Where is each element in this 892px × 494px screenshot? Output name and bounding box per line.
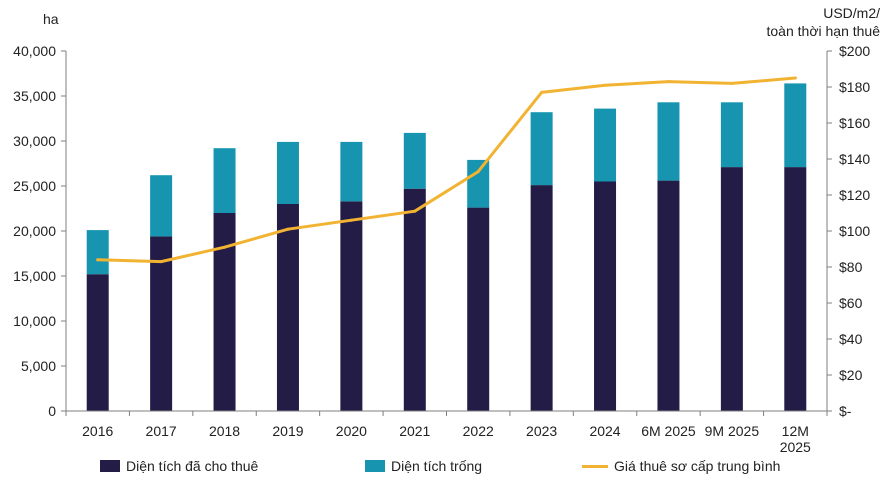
right-tick-label: $20 <box>839 367 863 383</box>
rent-point <box>666 80 670 84</box>
x-tick-label: 2024 <box>589 423 620 439</box>
x-axis: 2016 2017 2018 2019 2020 2021 2022 2023 2024 6M 2… <box>65 410 828 452</box>
left-axis: 0 5,000 10,000 15,000 20,000 25,000 30,000 35,0… <box>13 11 67 419</box>
legend-label-vacant: Diện tích trống <box>391 458 483 474</box>
bar-leased-area <box>720 167 743 411</box>
rent-point <box>793 76 797 80</box>
right-tick-label: $100 <box>839 223 870 239</box>
left-tick-label: 15,000 <box>13 268 56 284</box>
rent-point <box>96 258 100 262</box>
line-series <box>96 76 797 264</box>
bar-leased-area <box>150 236 173 411</box>
bar-leased-area <box>594 181 617 411</box>
x-tick-label: 2025 <box>780 439 811 452</box>
bar-leased-area <box>213 213 236 411</box>
legend-swatch-rent <box>582 464 608 468</box>
right-axis-label: USD/m2/ <box>823 5 880 21</box>
bar-leased-area <box>276 204 299 411</box>
bar-vacant-area <box>594 108 617 182</box>
rent-point <box>413 209 417 213</box>
x-tick-label: 2018 <box>209 423 240 439</box>
legend-swatch-vacant <box>365 460 385 472</box>
bar-leased-area <box>467 207 490 411</box>
legend-item-rent: Giá thuê sơ cấp trung bình <box>582 458 780 474</box>
right-tick-label: $120 <box>839 187 870 203</box>
legend-label-leased: Diện tích đã cho thuê <box>126 458 259 474</box>
legend-item-leased: Diện tích đã cho thuê <box>100 458 258 474</box>
legend-label-rent: Giá thuê sơ cấp trung bình <box>614 458 781 474</box>
right-tick-label: $160 <box>839 115 870 131</box>
rent-point <box>603 83 607 87</box>
left-tick-label: 30,000 <box>13 133 56 149</box>
left-tick-label: 5,000 <box>21 358 56 374</box>
bar-leased-area <box>784 167 807 411</box>
bar-leased-area <box>340 201 363 411</box>
x-tick-label: 2016 <box>82 423 113 439</box>
x-tick-label: 2022 <box>463 423 494 439</box>
bar-vacant-area <box>530 112 553 186</box>
rent-point <box>286 227 290 231</box>
left-tick-label: 40,000 <box>13 43 56 59</box>
x-tick-label: 2020 <box>336 423 367 439</box>
bar-vacant-area <box>213 148 236 213</box>
bar-vacant-area <box>784 83 807 168</box>
legend: Diện tích đã cho thuê Diện tích trống Gi… <box>0 452 892 482</box>
right-tick-label: $200 <box>839 43 870 59</box>
bar-vacant-area <box>720 102 743 168</box>
x-tick-label: 9M 2025 <box>705 423 760 439</box>
rent-line <box>96 76 797 264</box>
right-tick-label: $- <box>839 403 852 419</box>
bar-leased-area <box>657 180 680 411</box>
rent-point <box>349 218 353 222</box>
bar-leased-area <box>530 185 553 411</box>
x-tick-label: 12M <box>782 423 809 439</box>
right-axis: $- $20 $40 $60 $80 $100 $120 $140 $160 $180 $200 US… <box>767 5 881 419</box>
left-tick-label: 0 <box>48 403 56 419</box>
x-tick-label: 2017 <box>146 423 177 439</box>
right-tick-label: $80 <box>839 259 863 275</box>
right-tick-label: $180 <box>839 79 870 95</box>
left-tick-label: 35,000 <box>13 88 56 104</box>
x-tick-label: 2023 <box>526 423 557 439</box>
left-tick-label: 20,000 <box>13 223 56 239</box>
right-tick-label: $140 <box>839 151 870 167</box>
bar-vacant-area <box>403 132 426 189</box>
bar-leased-area <box>86 274 109 411</box>
bar-vacant-area <box>467 159 490 208</box>
x-tick-label: 2021 <box>399 423 430 439</box>
bar-vacant-area <box>276 141 299 204</box>
rent-point <box>223 245 227 249</box>
bar-vacant-area <box>86 230 109 275</box>
chart: 0 5,000 10,000 15,000 20,000 25,000 30,000 35,0… <box>13 5 881 452</box>
rent-point <box>476 170 480 174</box>
right-axis-label: toàn thời hạn thuê <box>767 23 881 39</box>
rent-point <box>159 260 163 264</box>
bar-vacant-area <box>657 102 680 181</box>
rent-point <box>540 90 544 94</box>
bar-vacant-area <box>150 175 173 237</box>
x-tick-label: 2019 <box>272 423 303 439</box>
legend-item-vacant: Diện tích trống <box>365 458 482 474</box>
bar-leased-area <box>403 188 426 411</box>
legend-swatch-leased <box>100 460 120 472</box>
left-tick-label: 25,000 <box>13 178 56 194</box>
right-tick-label: $60 <box>839 295 863 311</box>
left-axis-label: ha <box>43 11 59 27</box>
left-tick-label: 10,000 <box>13 313 56 329</box>
x-tick-label: 6M 2025 <box>641 423 696 439</box>
right-tick-label: $40 <box>839 331 863 347</box>
rent-point <box>730 81 734 85</box>
bar-series <box>86 83 807 411</box>
bar-vacant-area <box>340 141 363 202</box>
